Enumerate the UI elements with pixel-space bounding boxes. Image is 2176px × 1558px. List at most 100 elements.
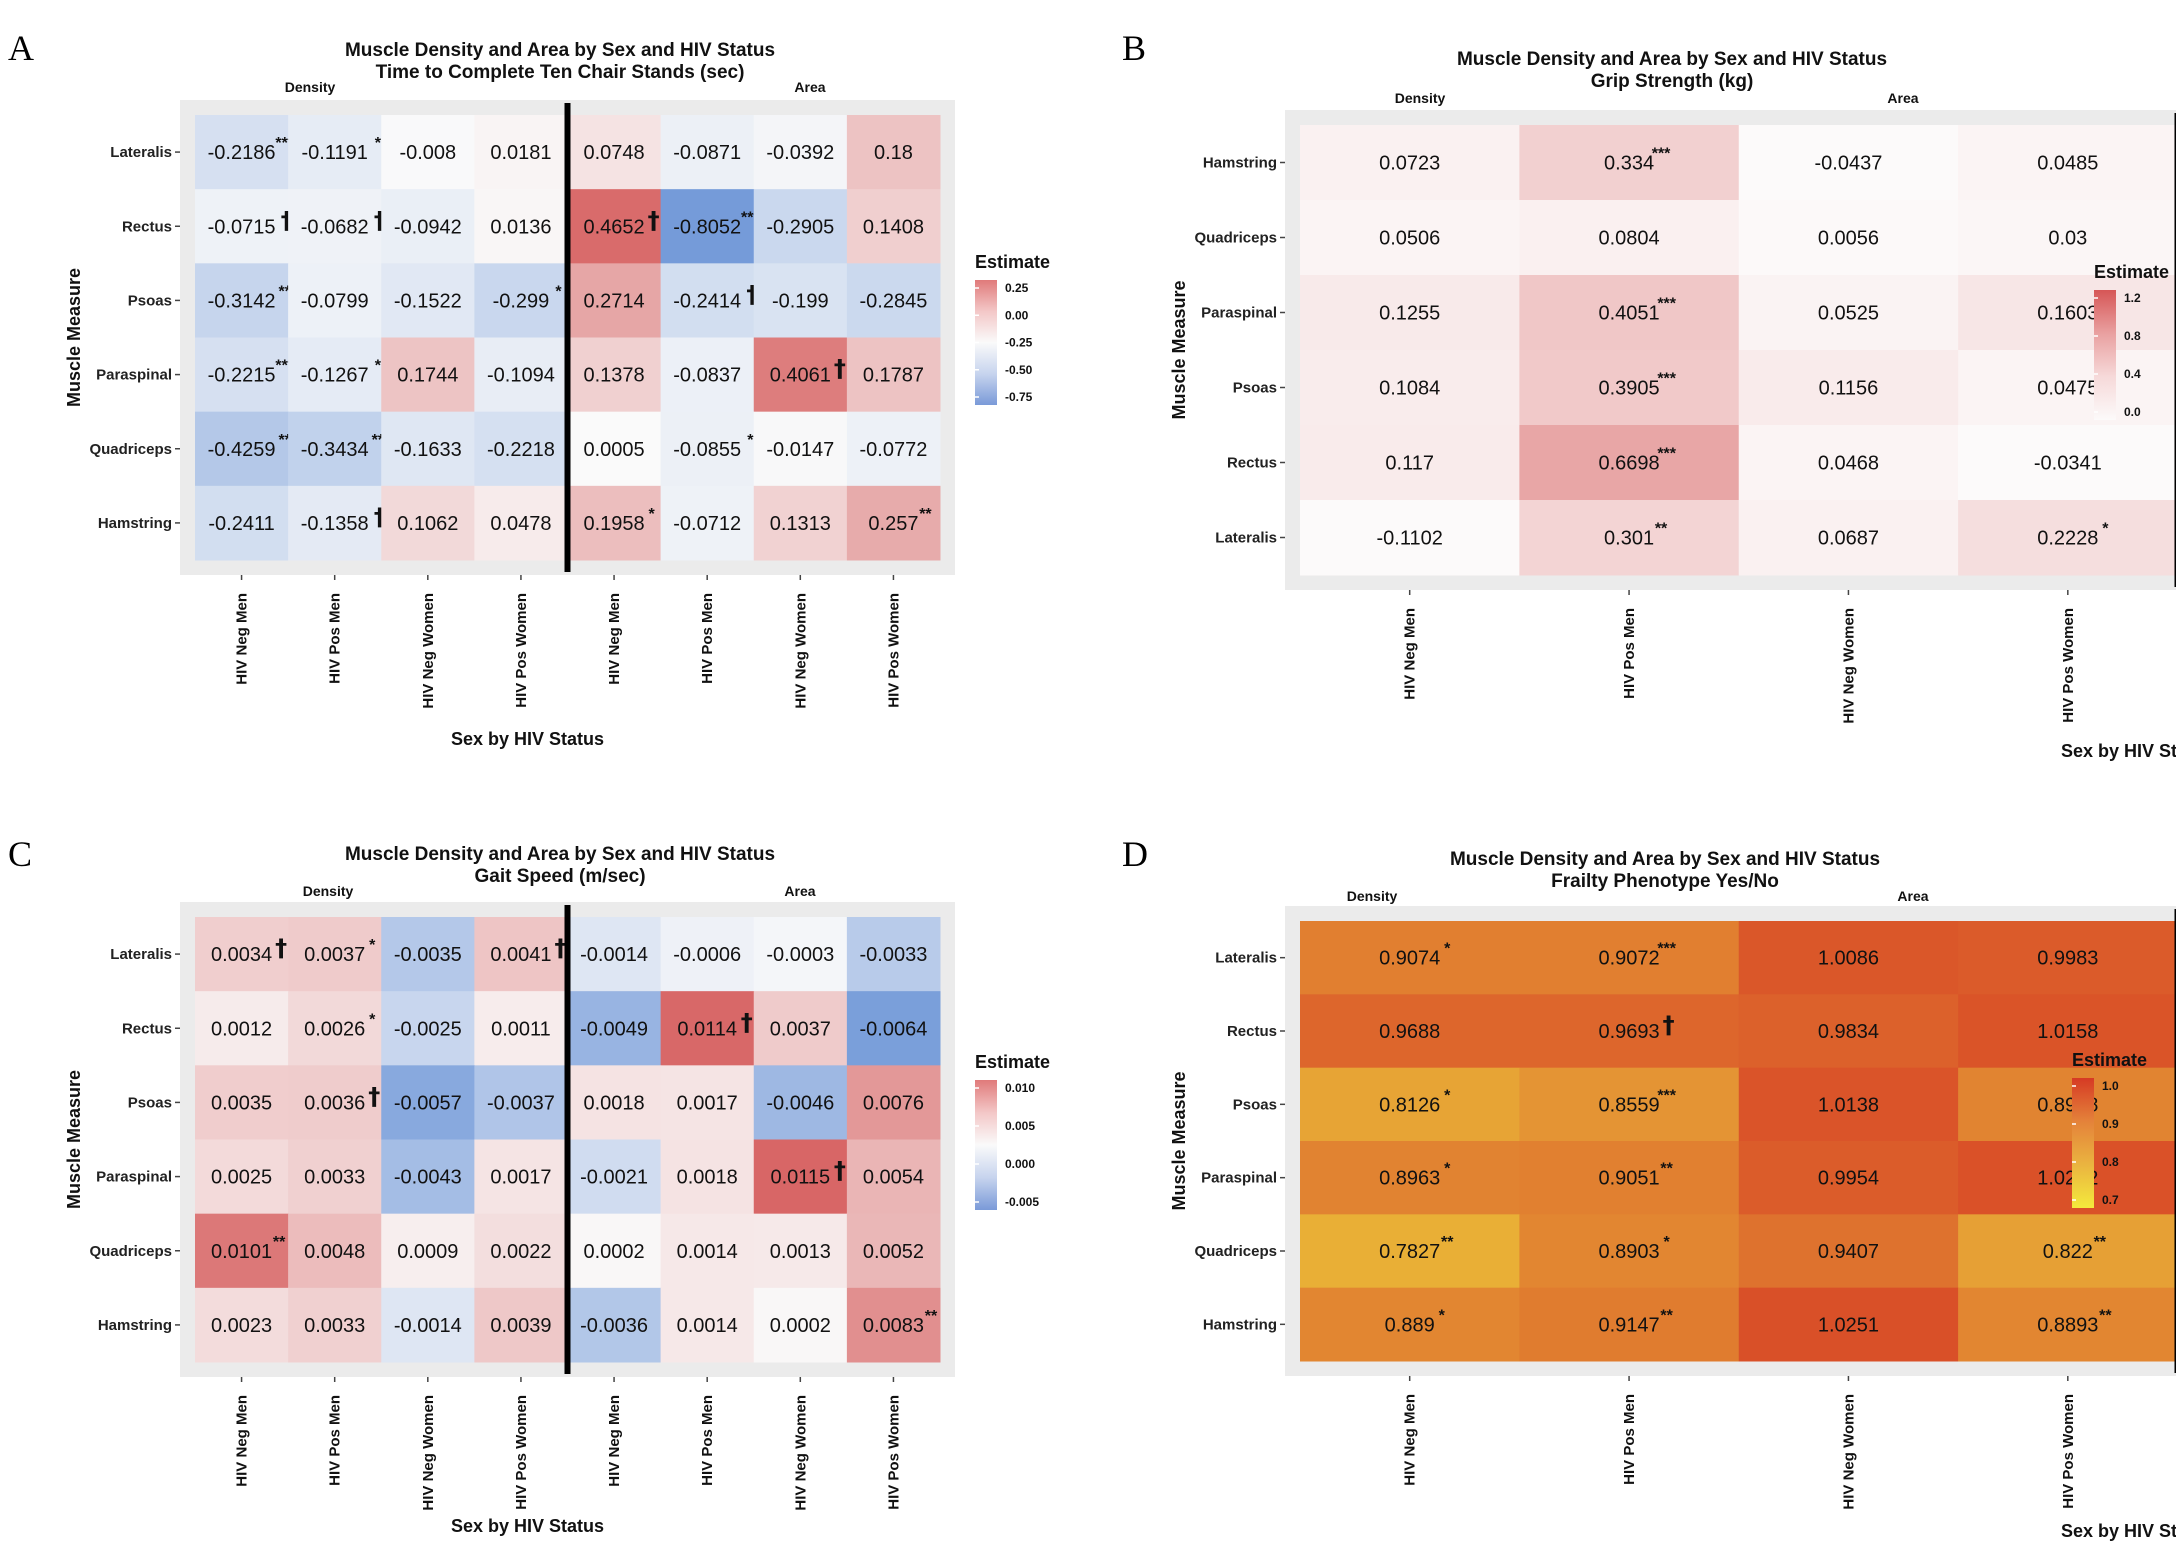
heatmap-cell [846,1213,941,1289]
legend: Estimate 0.25 0.00 -0.25 -0.50 -0.75 [975,252,1050,405]
significance-marker: *** [1657,1087,1676,1104]
heatmap-cell [660,1065,755,1140]
legend-colorbar [975,1080,997,1210]
heatmap-cell [381,1065,475,1140]
heatmap-cell [195,1065,289,1140]
column-label: HIV Pos Men [327,1395,344,1486]
heatmap-cell [474,917,568,992]
column-label: HIV Neg Women [420,593,437,709]
cell-value: -0.0147 [766,439,834,461]
heatmap-cell [1519,500,1740,576]
row-label: Psoas [1233,380,1277,397]
heatmap-cell [474,189,568,264]
heatmap-cell [195,337,289,413]
heatmap-cell [846,115,941,190]
heatmap-cell [1958,125,2176,201]
heatmap-cell [1519,350,1740,426]
column-label: HIV Pos Women [885,1395,902,1510]
row-label: Rectus [1227,1023,1277,1040]
heatmap-cell [753,1139,848,1215]
heatmap-cell [660,337,755,413]
cell-value: 0.334 [1604,153,1654,175]
legend-title: Estimate [2094,262,2169,282]
cell-value: 1.0251 [1818,1314,1879,1336]
heatmap-cell [1958,1214,2176,1289]
cell-value: -0.4259 [208,439,276,461]
heatmap-cell [660,411,755,487]
column-label: HIV Neg Men [234,1395,251,1487]
row-label: Quadriceps [89,441,172,458]
row-label: Psoas [128,292,172,309]
heatmap-cell [660,1287,755,1363]
panel-d: D Muscle Density and Area by Sex and HIV … [1122,834,2176,1541]
cell-value: -0.0014 [394,1315,462,1337]
heatmap-cell [567,337,662,413]
heatmap-cell [474,485,568,561]
y-axis-title: Muscle Measure [64,1070,84,1209]
heatmap-cell [846,991,941,1066]
cell-value: -0.8052 [673,216,741,238]
heatmap-cell [1300,350,1520,426]
column-label: HIV Neg Men [1402,608,1419,700]
cell-value: 0.0076 [863,1092,924,1114]
significance-marker: * [375,358,382,375]
cell-value: -0.0006 [673,944,741,966]
row-label: Lateralis [1215,530,1277,547]
heatmap-cell [195,1213,289,1289]
cell-value: -0.0855 [673,439,741,461]
cell-value: -0.0003 [766,944,834,966]
cell-value: 0.1313 [770,513,831,535]
cell-value: -0.0043 [394,1167,462,1189]
significance-marker: * [747,432,754,449]
cell-value: 0.9954 [1818,1168,1879,1190]
heatmap-cell [1519,994,1740,1069]
heatmap-cell [288,1065,382,1140]
panel-a: A Muscle Density and Area by Sex and HIV … [8,28,1050,749]
cell-value: 0.0009 [397,1241,458,1263]
cell-value: -0.008 [399,142,456,164]
cell-value: 0.0083 [863,1315,924,1337]
significance-marker: † [368,1082,380,1110]
row-label: Psoas [128,1094,172,1111]
cell-value: 0.9407 [1818,1241,1879,1263]
cell-value: -0.0057 [394,1092,462,1114]
heatmap-cell [381,411,475,487]
heatmap-cell [288,411,382,487]
column-label: HIV Pos Women [513,593,530,708]
heatmap-cell [567,189,662,264]
cell-value: -0.0799 [301,290,369,312]
legend-tick-label: 0.005 [1005,1119,1035,1133]
legend-tick-label: -0.75 [1005,390,1033,404]
heatmap-cell [195,917,289,992]
cell-value: 0.4051 [1598,303,1659,325]
heatmap-cell [660,991,755,1066]
cell-value: 0.9051 [1598,1168,1659,1190]
column-label: HIV Neg Women [420,1395,437,1511]
heatmap-cell [1958,350,2176,426]
significance-marker: † [648,206,660,234]
cell-value: -0.299 [493,290,550,312]
heatmap-cell [660,1213,755,1289]
cell-value: 0.0478 [490,513,551,535]
significance-marker: † [275,934,287,962]
heatmap-cell [195,189,289,264]
legend-tick-label: 0.4 [2124,367,2141,381]
heatmap-cell [846,411,941,487]
heatmap-cell [195,485,289,561]
significance-marker: ** [2094,1234,2107,1251]
cell-value: 0.0114 [677,1018,737,1040]
significance-marker: * [555,283,562,300]
significance-marker: ** [2099,1307,2112,1324]
significance-marker: *** [1657,371,1676,388]
chart-title: Muscle Density and Area by Sex and HIV S… [1450,849,1880,870]
heatmap-cell [753,263,848,338]
heatmap-cell [1519,921,1740,995]
cell-value: -0.0712 [673,513,741,535]
cell-value: -0.2215 [208,365,276,387]
cell-value: 0.0026 [304,1018,365,1040]
column-label: HIV Pos Men [699,1395,716,1486]
cell-value: 0.0017 [677,1092,738,1114]
cell-value: -0.2218 [487,439,555,461]
heatmap-cell [1958,1067,2176,1142]
